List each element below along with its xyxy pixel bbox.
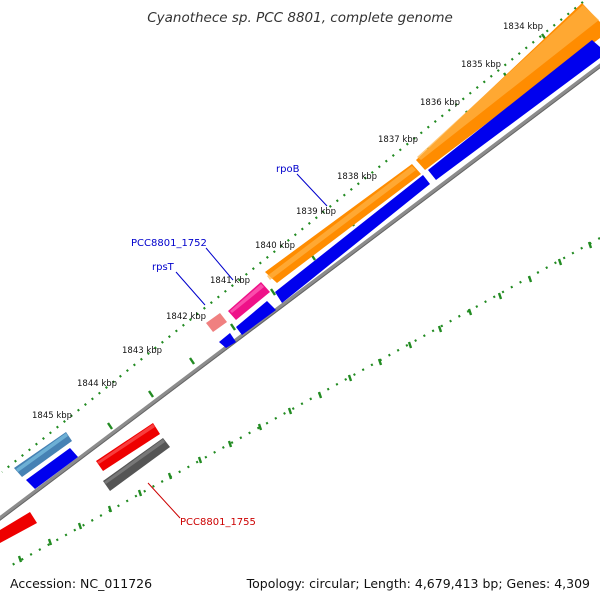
gene-steel-blue-shine <box>16 433 68 472</box>
cds-blue-rpoB-lower <box>275 175 430 303</box>
tick-mark-lower <box>527 275 533 283</box>
tick-mark-lower <box>407 341 413 349</box>
gene-pcc8801-1752 <box>228 282 270 320</box>
tick-label: 1837 kbp <box>378 135 418 145</box>
tick-mark-lower <box>497 292 503 300</box>
label-rpsT: rpsT <box>152 262 175 273</box>
gene-pcc8801-1755-shine <box>104 439 165 484</box>
gene-orange-lower-shine <box>267 166 416 280</box>
tick-label: 1835 kbp <box>461 60 501 70</box>
tick-label: 1844 kbp <box>77 379 117 389</box>
tick-label: 1841 kbp <box>210 276 250 286</box>
leader-pcc1752 <box>205 247 234 281</box>
tick-label: 1845 kbp <box>32 411 72 421</box>
label-pcc8801-1752: PCC8801_1752 <box>131 238 207 249</box>
accession-text: Accession: NC_011726 <box>10 576 153 591</box>
tick-label: 1842 kbp <box>166 312 206 322</box>
genome-backbone-shadow <box>0 67 600 521</box>
gene-red-lower <box>0 512 37 543</box>
label-pcc8801-1755: PCC8801_1755 <box>180 517 256 528</box>
tick-mark <box>270 288 276 296</box>
tick-mark-lower <box>257 423 263 431</box>
gene-red-upper-shine <box>97 424 155 464</box>
tick-label: 1836 kbp <box>420 98 460 108</box>
gene-orange-upper-shine <box>417 5 599 160</box>
tick-label: 1834 kbp <box>503 22 543 32</box>
tick-labels: 1834 kbp 1835 kbp 1836 kbp 1837 kbp 1838 kbp… <box>32 22 543 421</box>
tick-mark-lower <box>317 391 323 399</box>
tick-mark-lower <box>557 258 563 266</box>
tick-mark-lower <box>587 241 593 249</box>
tick-mark-lower <box>437 325 443 333</box>
tick-mark-lower <box>227 440 233 448</box>
tick-label: 1843 kbp <box>122 346 162 356</box>
tick-mark-lower <box>17 555 23 563</box>
tick-label: 1839 kbp <box>296 207 336 217</box>
map-title: Cyanothece sp. PCC 8801, complete genome <box>147 10 453 26</box>
gene-red-upper <box>96 423 160 471</box>
label-rpoB: rpoB <box>276 164 300 175</box>
tick-mark-lower <box>467 308 473 316</box>
tick-mark-lower <box>77 522 83 530</box>
cds-blue-left <box>26 448 78 489</box>
gene-pcc8801-1755 <box>103 438 170 491</box>
summary-text: Topology: circular; Length: 4,679,413 bp… <box>246 576 590 591</box>
tick-label: 1840 kbp <box>255 241 295 251</box>
cds-blue-1752 <box>236 301 276 335</box>
tick-mark-lower <box>47 538 53 546</box>
gene-pcc8801-1752-shine <box>230 284 264 313</box>
leader-rpoB <box>296 173 328 207</box>
tick-mark-lower <box>377 358 383 366</box>
tick-mark-lower <box>137 489 143 497</box>
tick-mark <box>230 323 236 331</box>
tick-track-upper <box>1 1 584 473</box>
tick-mark <box>107 422 113 430</box>
gene-rpsT <box>206 313 227 332</box>
tick-mark-lower <box>347 374 353 382</box>
genome-backbone <box>0 63 600 521</box>
tick-mark <box>189 357 195 365</box>
tick-mark-lower <box>167 472 173 480</box>
tick-mark <box>148 390 154 398</box>
cds-blue-rpsT <box>219 333 236 348</box>
leader-pcc1755 <box>147 482 181 519</box>
cds-blue-rpoB-upper <box>428 40 600 180</box>
tick-mark-lower <box>197 456 203 464</box>
tick-label: 1838 kbp <box>337 172 377 182</box>
leader-rpsT <box>175 271 206 306</box>
tick-mark-lower <box>107 505 113 513</box>
tick-mark-lower <box>287 407 293 415</box>
